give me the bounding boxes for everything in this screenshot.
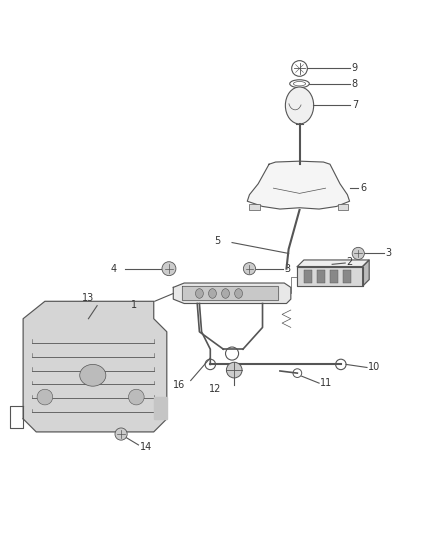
Text: 4: 4 bbox=[110, 264, 117, 273]
Text: 5: 5 bbox=[215, 236, 221, 246]
Text: 13: 13 bbox=[82, 293, 95, 303]
Text: 6: 6 bbox=[360, 183, 367, 193]
Bar bbox=[317, 270, 325, 284]
Text: 12: 12 bbox=[208, 384, 221, 394]
Text: 10: 10 bbox=[368, 362, 381, 373]
Polygon shape bbox=[297, 266, 363, 286]
Text: 11: 11 bbox=[321, 378, 332, 388]
Circle shape bbox=[128, 389, 144, 405]
Text: 1: 1 bbox=[131, 300, 137, 310]
Circle shape bbox=[352, 247, 364, 260]
Text: 16: 16 bbox=[173, 380, 186, 390]
Polygon shape bbox=[363, 260, 369, 286]
Ellipse shape bbox=[195, 289, 203, 298]
Circle shape bbox=[115, 428, 127, 440]
Polygon shape bbox=[297, 260, 369, 266]
Polygon shape bbox=[154, 397, 167, 419]
Text: 3: 3 bbox=[285, 264, 291, 273]
Ellipse shape bbox=[222, 289, 230, 298]
Bar bbox=[338, 204, 348, 210]
Ellipse shape bbox=[235, 289, 243, 298]
Text: 7: 7 bbox=[352, 100, 358, 110]
Bar bbox=[330, 270, 338, 284]
Text: 14: 14 bbox=[140, 442, 152, 452]
Polygon shape bbox=[182, 286, 278, 301]
Bar bbox=[304, 270, 312, 284]
Text: 3: 3 bbox=[385, 248, 391, 259]
Bar bbox=[343, 270, 351, 284]
Polygon shape bbox=[247, 161, 350, 209]
Ellipse shape bbox=[208, 289, 216, 298]
Circle shape bbox=[162, 262, 176, 276]
Polygon shape bbox=[23, 301, 167, 432]
Circle shape bbox=[226, 362, 242, 378]
Ellipse shape bbox=[80, 365, 106, 386]
Circle shape bbox=[37, 389, 53, 405]
Text: 2: 2 bbox=[346, 257, 352, 267]
Circle shape bbox=[244, 263, 255, 275]
Text: 9: 9 bbox=[352, 63, 358, 74]
Ellipse shape bbox=[286, 87, 314, 124]
Bar bbox=[250, 204, 260, 210]
Text: 8: 8 bbox=[352, 79, 358, 88]
Polygon shape bbox=[173, 283, 291, 303]
